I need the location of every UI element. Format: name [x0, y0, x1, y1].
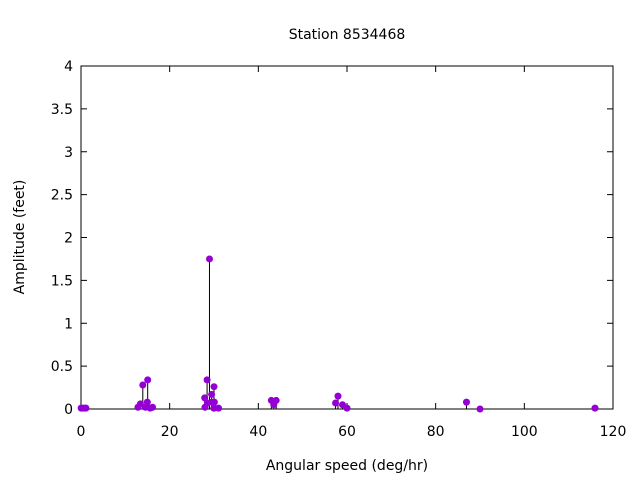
data-point: [205, 255, 213, 263]
data-point: [203, 376, 211, 384]
x-tick-label: 40: [249, 424, 267, 440]
y-axis-label: Amplitude (feet): [12, 180, 28, 295]
data-point: [149, 403, 157, 411]
x-tick-label: 120: [600, 424, 627, 440]
data-point: [272, 396, 280, 404]
data-point: [210, 383, 218, 391]
data-point: [139, 381, 147, 389]
y-tick-label: 4: [64, 59, 73, 75]
data-point: [215, 404, 223, 412]
data-point: [136, 400, 144, 408]
data-point: [201, 394, 209, 402]
plot-frame: [80, 65, 614, 410]
data-point: [476, 405, 484, 413]
data-point: [208, 390, 216, 398]
x-tick-label: 60: [338, 424, 356, 440]
y-tick-label: 1.5: [51, 273, 73, 289]
y-tick-label: 3.5: [51, 102, 73, 118]
data-point: [462, 398, 470, 406]
data-point: [82, 404, 90, 412]
x-axis-label: Angular speed (deg/hr): [266, 458, 428, 474]
x-tick-label: 0: [77, 424, 86, 440]
data-point: [332, 399, 340, 407]
y-tick-label: 2.5: [51, 188, 73, 204]
y-tick-label: 3: [64, 145, 73, 161]
data-point: [143, 398, 151, 406]
y-tick-label: 0: [64, 402, 73, 418]
y-tick-label: 1: [64, 316, 73, 332]
y-tick-label: 2: [64, 231, 73, 247]
x-tick-label: 100: [511, 424, 538, 440]
data-point: [210, 398, 218, 406]
data-point: [334, 392, 342, 400]
y-tick-label: 0.5: [51, 359, 73, 375]
data-point: [144, 376, 152, 384]
x-tick-label: 80: [427, 424, 445, 440]
chart-title: Station 8534468: [289, 27, 406, 43]
data-point: [591, 404, 599, 412]
x-tick-label: 20: [161, 424, 179, 440]
data-point: [343, 404, 351, 412]
